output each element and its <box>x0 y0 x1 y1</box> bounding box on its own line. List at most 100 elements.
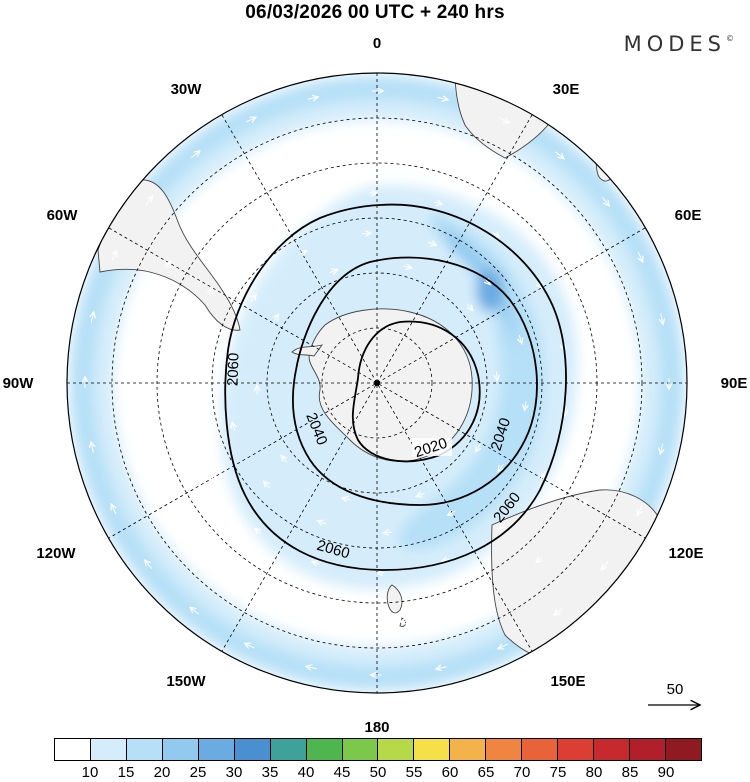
wind-vector <box>345 144 354 145</box>
colorbar-tick-label: 80 <box>585 764 603 781</box>
map-boundary <box>66 72 688 694</box>
colorbar-tick-label: 15 <box>117 764 135 781</box>
wind-vector <box>428 242 436 245</box>
wind-vector <box>497 371 498 381</box>
wind-vector <box>437 97 448 99</box>
graticule <box>67 73 687 693</box>
colorbar-swatch <box>414 739 451 760</box>
wind-vector <box>525 401 526 411</box>
brand-mark: © <box>726 34 734 43</box>
longitude-labels: 0 30E 60E 90E 120E 150E 180 150W 120W 90… <box>3 35 748 736</box>
colorbar-swatch <box>90 739 127 760</box>
wind-vector <box>436 667 447 669</box>
wind-vector <box>342 498 351 500</box>
wind-vector <box>542 470 546 478</box>
wind-vector <box>491 172 499 176</box>
south-pole-dot <box>374 380 380 386</box>
wind-vector <box>564 408 565 416</box>
wind-vector <box>189 350 190 358</box>
lon-label: 30W <box>171 81 203 98</box>
brand-logo: MODES© <box>624 32 734 56</box>
colorbar-tick-label: 75 <box>549 764 567 781</box>
wind-vector <box>274 314 279 323</box>
wind-vector <box>420 147 429 149</box>
wind-vector <box>264 481 270 489</box>
wind-vector <box>594 279 597 287</box>
wind-vector <box>538 281 542 288</box>
reference-vector-label: 50 <box>667 681 684 698</box>
colorbar-swatch <box>522 739 559 760</box>
contour-label: 2060 <box>224 352 242 386</box>
colorbar-swatch <box>198 739 235 760</box>
colorbar-swatch <box>55 739 91 760</box>
colorbar-swatch <box>270 739 307 760</box>
wind-vector <box>112 251 117 261</box>
wind-vector <box>111 504 116 515</box>
wind-vector <box>255 590 263 594</box>
wind-vector <box>145 196 153 205</box>
wind-vector <box>307 97 319 99</box>
wind-vector <box>318 521 326 524</box>
wind-vector <box>157 479 160 487</box>
colorbar <box>54 738 702 761</box>
wind-vector <box>141 331 143 340</box>
colorbar-tick-label: 65 <box>477 764 495 781</box>
wind-vector <box>361 233 371 234</box>
colorbar-swatch <box>342 739 379 760</box>
brand-name: MODES <box>623 32 726 56</box>
wind-vector <box>212 203 218 208</box>
map-title: 06/03/2026 00 UTC + 240 hrs <box>245 2 505 23</box>
contour-2060 <box>224 203 567 571</box>
wind-vector <box>638 251 643 262</box>
wind-vector <box>138 406 139 415</box>
wind-vector <box>212 478 216 485</box>
reference-vector: 50 <box>648 681 700 705</box>
inner-jet-max <box>440 225 516 350</box>
wind-vector <box>166 261 170 269</box>
madagascar <box>595 149 617 182</box>
wind-vector <box>232 422 235 432</box>
colorbar-swatch <box>665 739 701 760</box>
wind-vector <box>660 443 662 454</box>
lon-label: 120E <box>668 545 703 562</box>
colorbar-swatch <box>306 739 343 760</box>
wind-vector <box>209 288 213 296</box>
wind-vector <box>306 666 317 668</box>
wind-vector <box>416 493 425 496</box>
wind-vector <box>304 204 312 207</box>
wind-vector <box>400 621 409 622</box>
wind-vector <box>255 528 261 533</box>
wind-vector <box>298 251 307 255</box>
colorbar-swatch <box>558 739 595 760</box>
wind-vector <box>637 505 642 516</box>
wind-vector <box>190 416 192 424</box>
wind-vector <box>403 266 412 268</box>
wind-vector <box>584 497 588 505</box>
lon-label: 60W <box>47 207 79 224</box>
wind-vectors <box>85 91 669 675</box>
colorbar-tick-label: 10 <box>81 764 99 781</box>
wind-vector <box>312 562 320 565</box>
wind-vector <box>498 644 509 649</box>
colorbar-swatch <box>450 739 487 760</box>
wind-vector <box>467 303 473 311</box>
wind-vector <box>190 607 199 615</box>
lon-label: 180 <box>364 719 389 736</box>
wind-vector <box>245 117 256 122</box>
wind-vector <box>190 151 200 158</box>
wind-vector <box>91 442 93 453</box>
wind-vector <box>484 277 490 285</box>
contour-2020 <box>351 320 481 463</box>
colorbar-tick-label: 45 <box>333 764 351 781</box>
wind-vector <box>245 643 255 648</box>
colorbar-tick-label: 70 <box>513 764 531 781</box>
lon-label: 150E <box>550 673 585 690</box>
wind-vector <box>554 608 564 615</box>
wind-vector <box>273 163 281 166</box>
wind-vector <box>519 334 522 344</box>
lon-label: 120W <box>36 545 76 562</box>
lon-label: 90E <box>721 375 748 392</box>
colorbar-tick-label: 35 <box>261 764 279 781</box>
colorbar-tick-label: 55 <box>405 764 423 781</box>
